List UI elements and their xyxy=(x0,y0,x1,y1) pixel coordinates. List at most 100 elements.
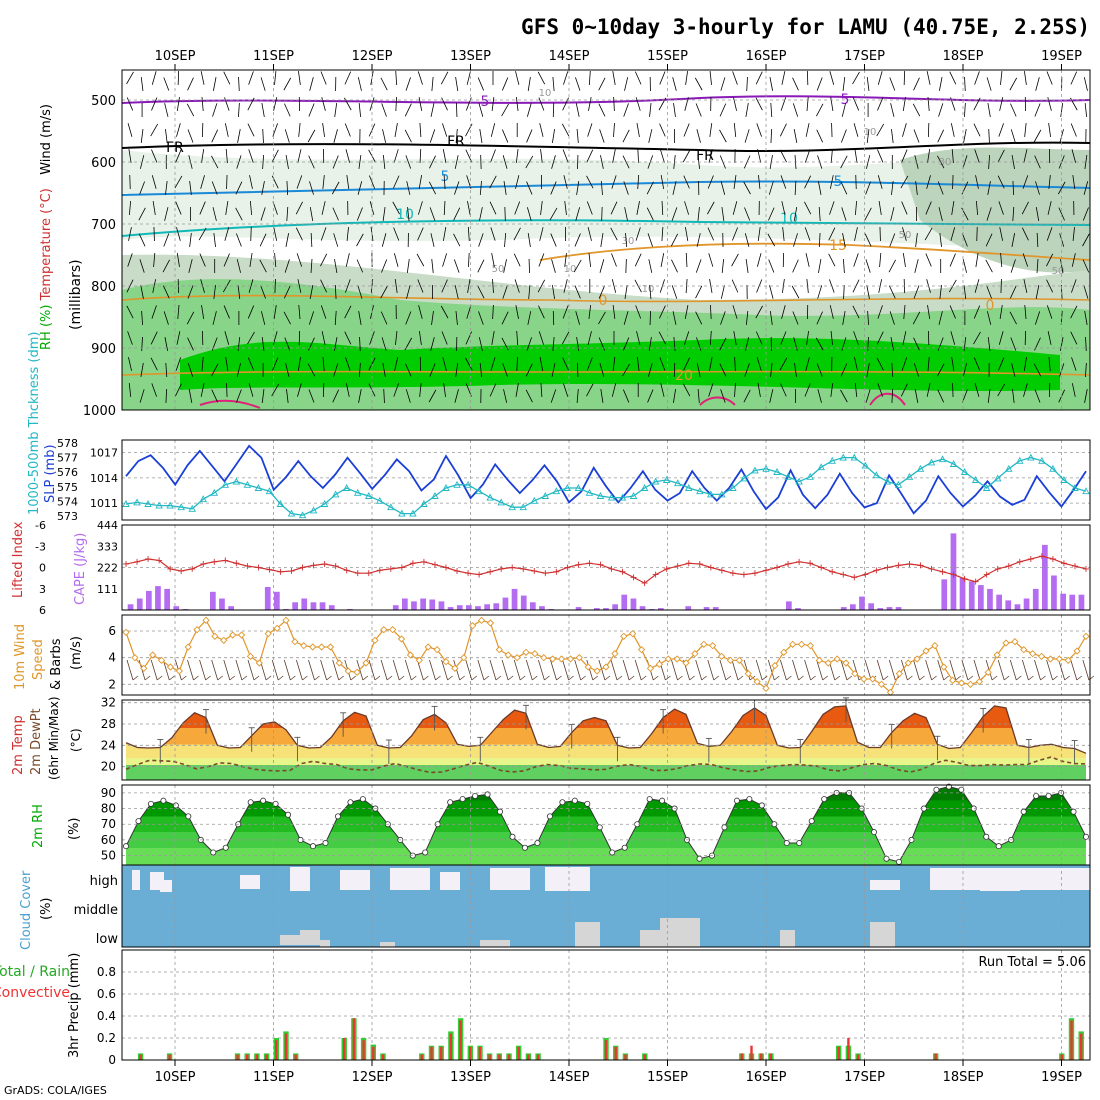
thickness-point xyxy=(188,504,196,512)
wind-barb xyxy=(309,181,314,195)
wind-speed-point xyxy=(869,675,877,683)
wind-barb xyxy=(877,305,883,319)
wind-barb xyxy=(1048,356,1051,372)
slp-line xyxy=(125,444,1087,515)
wind-barb xyxy=(1033,129,1042,143)
wind-barb xyxy=(1084,155,1088,169)
surface-wind-barb-tick xyxy=(338,675,344,681)
upper-ylabel: Temperature (°C) xyxy=(39,188,54,301)
surface-wind-barb-tick xyxy=(967,675,974,681)
wind-speed-point xyxy=(460,654,468,662)
wind-barb xyxy=(527,311,532,325)
wind-speed-point xyxy=(140,664,148,672)
isotherm-label: 5 xyxy=(834,174,843,190)
wind-barb xyxy=(576,128,579,144)
precip-convective-bar xyxy=(517,1046,520,1060)
precip-convective-bar xyxy=(856,1054,860,1060)
wind-barb xyxy=(237,129,241,143)
wind-barb xyxy=(443,200,446,216)
wind-barb xyxy=(588,97,592,111)
wind-barb xyxy=(779,123,787,137)
wind-barb xyxy=(165,362,168,378)
surface-wind-barb-tick xyxy=(834,675,841,681)
wind-barb xyxy=(344,123,351,137)
wind-barb xyxy=(646,181,654,195)
wind-barb xyxy=(781,201,786,215)
wind-barb xyxy=(417,227,424,241)
wind-barb xyxy=(138,207,146,221)
surface-wind-barb xyxy=(392,659,400,681)
wind-barb xyxy=(345,383,350,397)
wind-barb xyxy=(271,383,280,397)
cape-bar xyxy=(264,587,271,610)
wind-barb xyxy=(671,259,678,273)
wind-barb xyxy=(1024,71,1027,85)
cape-bar xyxy=(484,604,490,610)
lifted-index-point xyxy=(862,571,869,578)
lifted-index-point xyxy=(376,567,383,574)
precip-convective-bar xyxy=(440,1046,443,1060)
wind-barb xyxy=(249,253,253,267)
wind-barb xyxy=(939,285,942,299)
wind-barb xyxy=(187,129,194,143)
wind-barb xyxy=(310,258,313,274)
surface-wind-barb-tick xyxy=(277,675,284,681)
precip-ylabel-2: Convective xyxy=(0,985,70,1001)
surface-wind-barb xyxy=(864,659,872,681)
thickness-tick-label: 577 xyxy=(57,452,78,465)
wind-barb xyxy=(429,207,436,221)
surface-wind-barb xyxy=(235,659,243,681)
thickness-point xyxy=(387,503,395,511)
wind-speed-point xyxy=(700,640,708,648)
lifted-index-point xyxy=(884,564,891,571)
wind-barb xyxy=(843,284,845,300)
wind-barb xyxy=(673,389,676,403)
wind-barb xyxy=(538,253,545,267)
lifted-index-point xyxy=(244,563,251,570)
lifted-ylabel: Lifted Index xyxy=(11,521,26,598)
surface-wind-barb xyxy=(610,659,618,681)
wind-barb xyxy=(779,357,788,371)
cape-bar xyxy=(1069,594,1076,610)
wind-ylabel-2: Speed xyxy=(31,639,46,680)
wind-barb xyxy=(491,97,495,111)
upper-ylabel: Wind (m/s) xyxy=(39,104,54,175)
surface-wind-barb-tick xyxy=(580,675,586,681)
cloud-gap xyxy=(490,868,530,890)
wind-speed-point xyxy=(442,658,450,666)
cape-bar xyxy=(228,606,234,610)
precip-convective-bar xyxy=(934,1053,937,1060)
rh-point xyxy=(808,818,815,825)
wind-barb xyxy=(284,337,291,351)
precip-convective-bar xyxy=(469,1046,472,1060)
wind-barb xyxy=(238,102,240,118)
rh-point xyxy=(135,818,142,825)
wind-barb xyxy=(527,233,531,247)
surface-wind-barb xyxy=(308,659,315,681)
date-label-bottom: 15SEP xyxy=(647,1070,688,1085)
cape-bar xyxy=(155,586,161,610)
cape-bar xyxy=(877,608,884,610)
wind-barb xyxy=(866,363,870,377)
wind-barb xyxy=(1084,389,1088,403)
wind-barb xyxy=(734,382,736,398)
wind-barb xyxy=(198,227,207,241)
cape-bar xyxy=(429,599,436,610)
surface-wind-barb xyxy=(622,659,630,681)
precip-convective-bar xyxy=(284,1033,288,1060)
thickness-point xyxy=(949,460,958,467)
wind-ylabel-4: (m/s) xyxy=(69,636,84,670)
wind-barb xyxy=(816,77,823,91)
wind-barb xyxy=(671,285,678,299)
rh-point xyxy=(883,855,890,862)
wind-barb xyxy=(624,207,628,221)
thickness-point xyxy=(696,487,704,495)
thickness-point xyxy=(1082,487,1090,495)
lifted-index-point xyxy=(211,558,218,565)
cape-bar xyxy=(1060,593,1066,610)
wind-barb xyxy=(284,259,290,273)
wind-barb xyxy=(526,129,533,143)
thickness-point xyxy=(1060,476,1068,483)
